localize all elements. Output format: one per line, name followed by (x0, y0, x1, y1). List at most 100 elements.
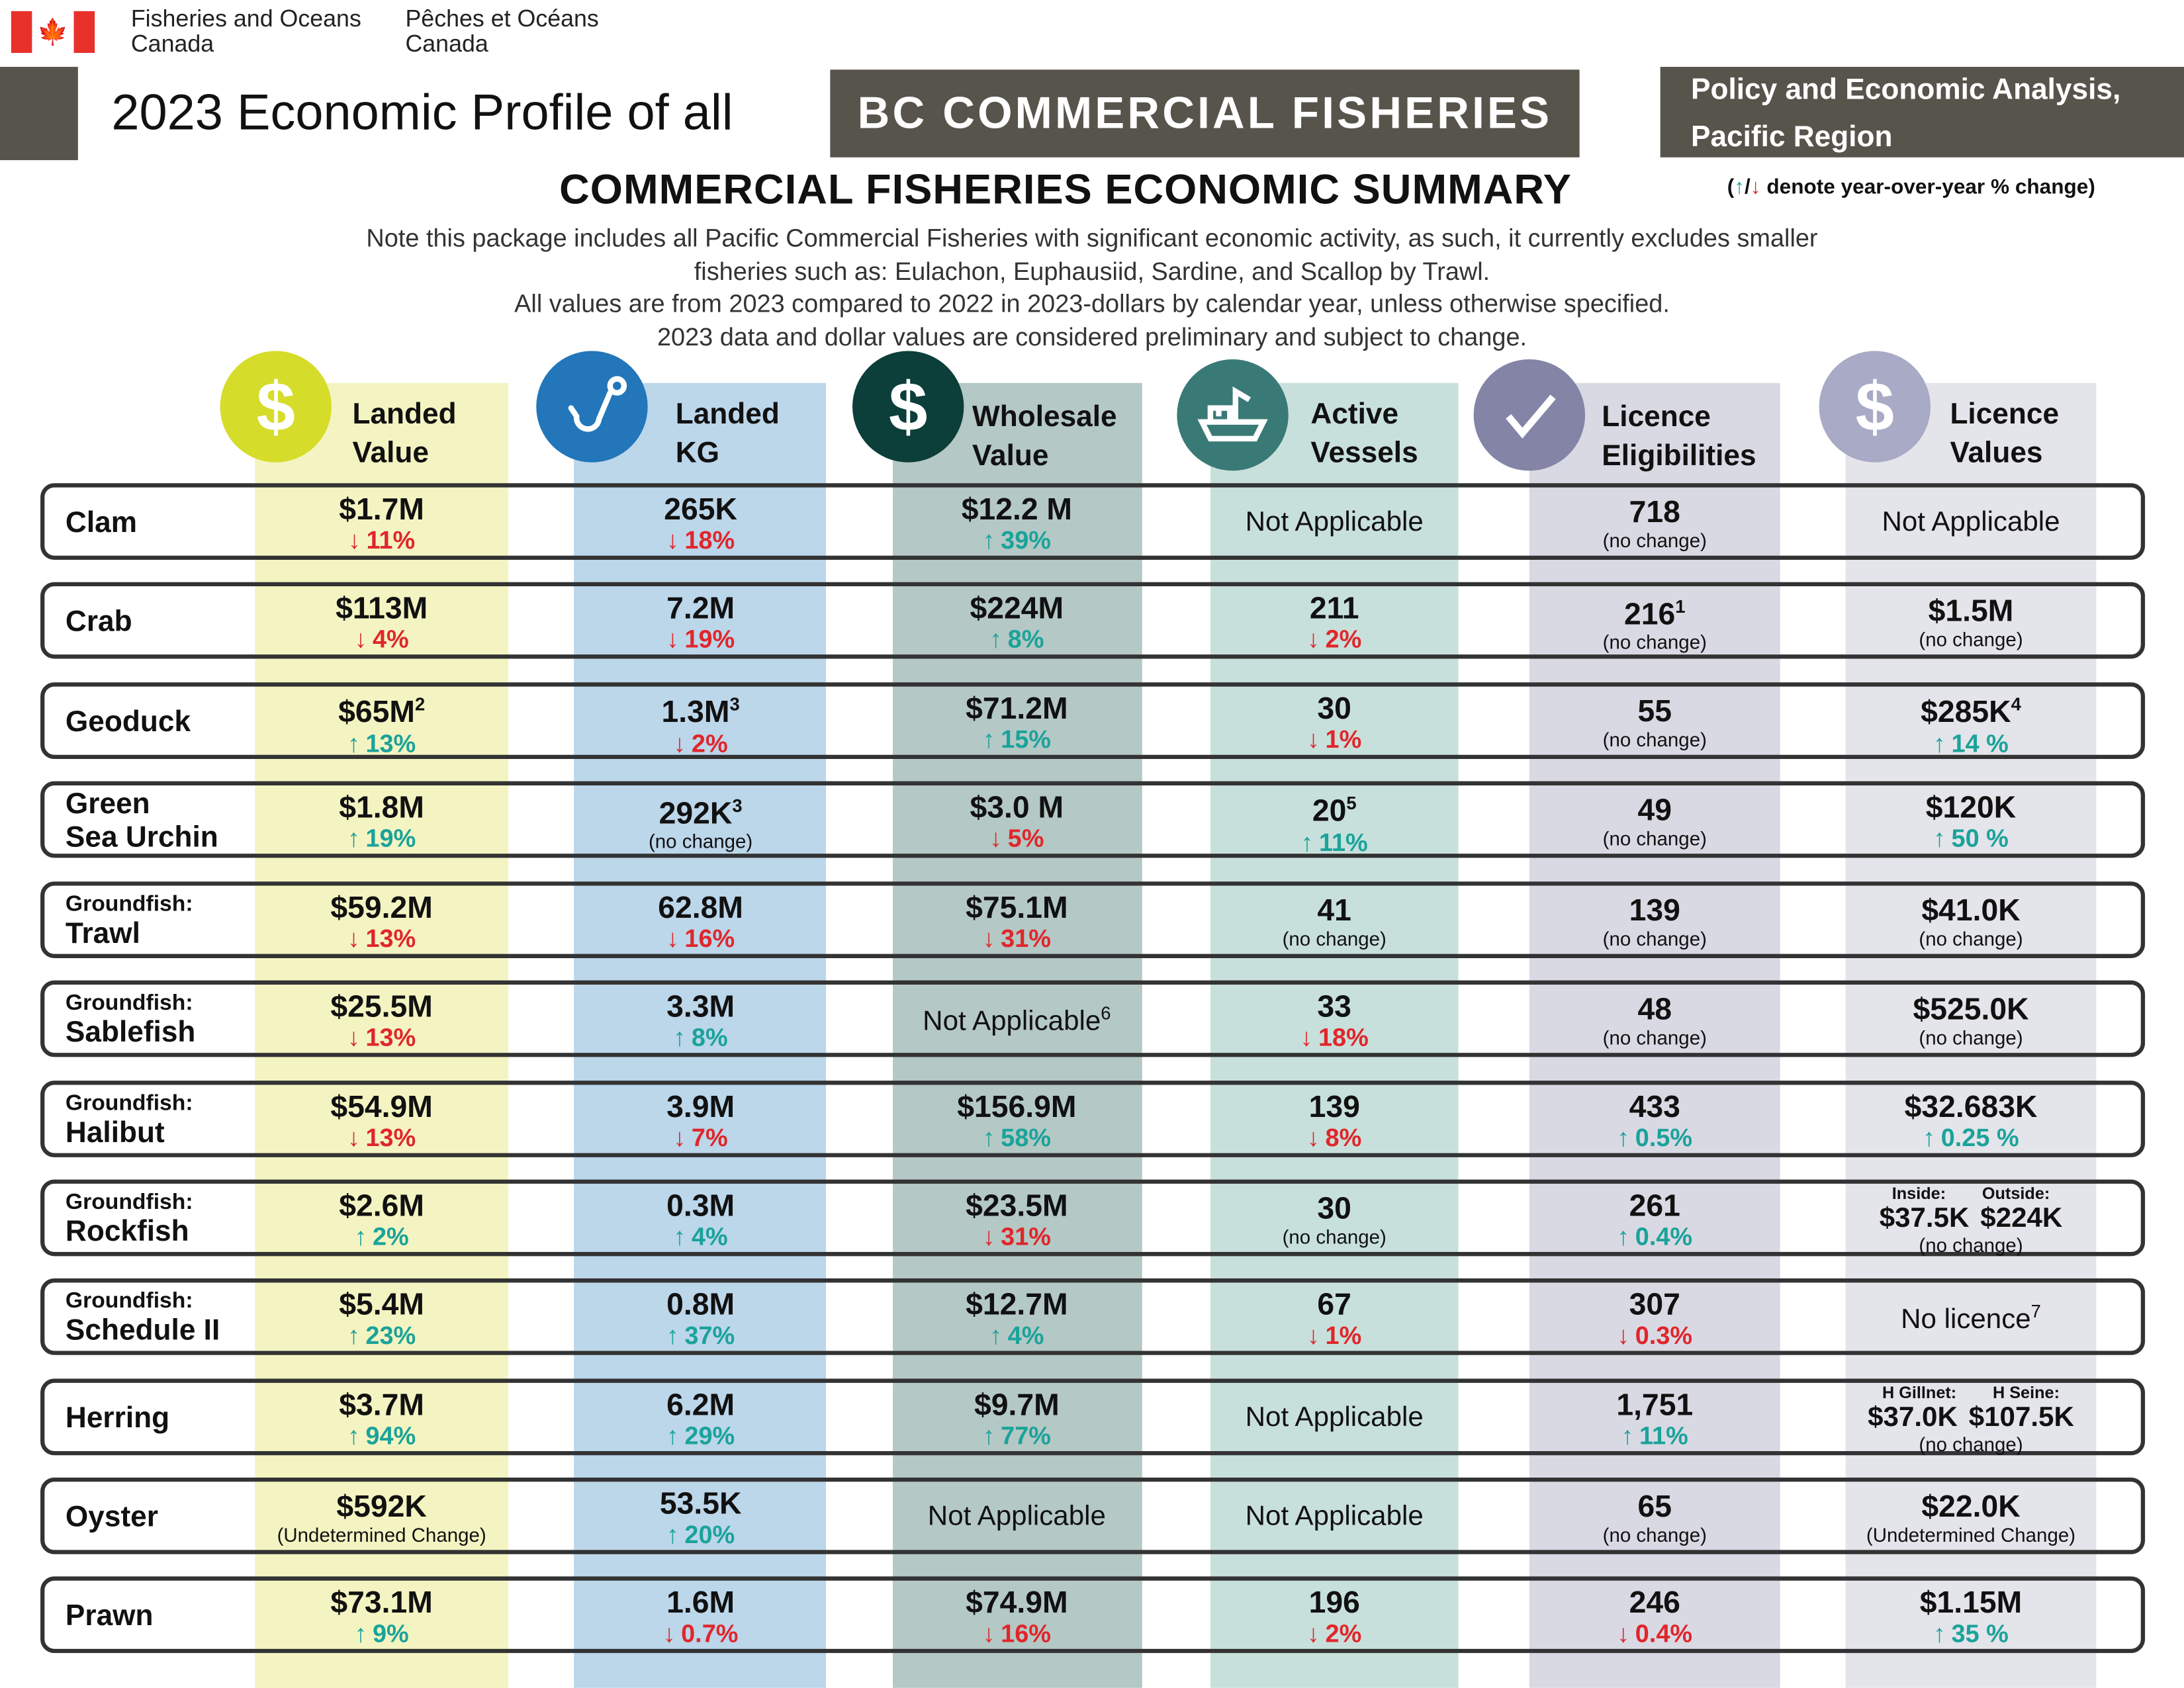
org-name-fr: Pêches et Océans Canada (405, 6, 598, 58)
table-cell: Not Applicable (1202, 1478, 1467, 1557)
change-percent: 19% (365, 824, 416, 853)
change-percent: 23% (365, 1321, 416, 1350)
split-value: $224K (1980, 1203, 2063, 1234)
not-applicable-text: Not Applicable (928, 1501, 1106, 1533)
value-text: 3.3M (666, 989, 735, 1024)
change-percent: 4% (691, 1222, 728, 1251)
table-cell: 6.2M ↑ 29% (569, 1379, 833, 1458)
table-row (40, 1477, 2146, 1554)
na-label: Not Applicable (923, 1006, 1101, 1037)
value-text: $285K (1921, 694, 2011, 730)
table-row (40, 1576, 2146, 1654)
cell-value: $3.7M (339, 1387, 424, 1422)
cell-value: $156.9M (957, 1089, 1076, 1124)
column-header-line: Eligibilities (1602, 440, 1756, 472)
up-arrow-icon: ↑ (1617, 1124, 1630, 1152)
cell-value: $12.2 M (962, 492, 1072, 527)
down-arrow-icon: ↓ (989, 824, 1003, 853)
value-text: 30 (1317, 690, 1351, 726)
value-text: 216 (1623, 596, 1676, 631)
yoy-change: ↑ 4% (989, 1321, 1044, 1349)
down-arrow-icon: ↓ (666, 526, 679, 555)
up-arrow-icon: ↑ (666, 1521, 679, 1549)
value-text: 0.8M (666, 1286, 735, 1322)
change-percent: 0.5% (1635, 1124, 1693, 1152)
down-arrow-icon: ↓ (982, 1222, 995, 1251)
table-cell: 292K3 (no change) (569, 781, 833, 861)
change-percent: 1% (1325, 1321, 1362, 1350)
cell-value: 139 (1629, 892, 1680, 927)
value-text: 7.2M (666, 590, 735, 625)
cell-value: 246 (1629, 1585, 1680, 1620)
column-header: Licence Eligibilities (1602, 398, 1756, 476)
table-cell: $41.0K (no change) (1839, 881, 2103, 961)
table-cell: 41 (no change) (1202, 881, 1467, 961)
cell-value: 211 (1310, 590, 1359, 625)
row-label: Oyster (66, 1478, 158, 1557)
row-label-name: Clam (65, 506, 138, 539)
split-values: $37.5K $224K (1880, 1203, 2063, 1235)
change-percent: 0.25 % (1940, 1124, 2019, 1152)
note-line: fisheries such as: Eulachon, Euphausiid,… (694, 257, 1490, 285)
row-label-name: Herring (65, 1402, 170, 1435)
value-text: $1.5M (1928, 592, 2014, 628)
down-arrow-icon: ↓ (673, 729, 686, 758)
column-header-line: Licence (1602, 401, 1711, 433)
table-row (40, 582, 2146, 659)
yoy-change: ↓ 2% (674, 729, 728, 757)
yoy-change: ↓ 13% (347, 924, 416, 952)
yoy-change: ↓ 1% (1307, 1321, 1361, 1349)
down-arrow-icon: ↓ (982, 1619, 995, 1648)
row-label-prefix: Groundfish: (65, 1290, 193, 1313)
column-header-line: Landed (675, 398, 780, 431)
up-arrow-icon: ↑ (347, 824, 361, 853)
up-arrow-icon: ↑ (347, 1321, 361, 1350)
table-cell: $1.7M ↓ 11% (250, 483, 514, 562)
down-arrow-icon: ↓ (1750, 175, 1761, 199)
yoy-change: ↑ 14 % (1933, 729, 2009, 757)
cell-value: $525.0K (1913, 991, 2028, 1026)
change-note: (no change) (1282, 1224, 1387, 1247)
org-fr-line: Canada (405, 30, 488, 58)
value-text: 65 (1637, 1488, 1672, 1523)
table-cell: $5.4M ↑ 23% (250, 1278, 514, 1358)
table-cell: Not Applicable (1202, 483, 1467, 562)
cell-value: $54.9M (330, 1089, 432, 1124)
cell-value: 2161 (1624, 589, 1686, 631)
page-title: 2023 Economic Profile of all (111, 83, 733, 141)
cell-value: $32.683K (1905, 1089, 2038, 1124)
yoy-change: ↑ 29% (666, 1422, 735, 1450)
column-header-line: Active (1310, 398, 1399, 431)
na-label: Not Applicable (1245, 1501, 1424, 1533)
cell-value: 265K (664, 492, 737, 527)
column-header-line: Licence (1950, 398, 2060, 431)
value-text: 1.3M (661, 694, 730, 730)
up-arrow-icon: ↑ (982, 1124, 995, 1152)
row-label-name: Oyster (65, 1501, 158, 1534)
change-percent: 35 % (1951, 1619, 2009, 1648)
yoy-change: ↓ 16% (983, 1620, 1051, 1648)
change-note: (no change) (1919, 1433, 2023, 1456)
value-text: $120K (1925, 789, 2017, 824)
row-label: Groundfish: Rockfish (66, 1180, 193, 1259)
row-label-name: Green (65, 789, 150, 821)
row-label: Crab (66, 582, 132, 662)
yoy-change: ↑ 0.4% (1617, 1223, 1692, 1251)
column-header-line: Value (352, 437, 429, 470)
table-cell: 49 (no change) (1522, 781, 1787, 861)
cell-value: 0.3M (666, 1188, 735, 1223)
yoy-change: ↑ 11% (1621, 1422, 1688, 1450)
change-percent: 13% (365, 1124, 416, 1152)
yoy-change: ↓ 4% (355, 625, 409, 653)
table-cell: 205 ↑ 11% (1202, 781, 1467, 861)
yoy-change: ↓ 18% (1300, 1024, 1369, 1051)
up-arrow-icon: ↑ (1617, 1222, 1630, 1251)
value-text: 265K (664, 491, 737, 527)
row-label: Green Sea Urchin (66, 781, 218, 861)
table-cell: 718 (no change) (1522, 483, 1787, 562)
cell-value: 433 (1629, 1089, 1680, 1124)
table-cell: 2161 (no change) (1522, 582, 1787, 662)
yoy-change: ↑ 58% (983, 1124, 1051, 1151)
row-label: Groundfish: Halibut (66, 1081, 193, 1160)
table-cell: $1.15M ↑ 35 % (1839, 1576, 2103, 1656)
